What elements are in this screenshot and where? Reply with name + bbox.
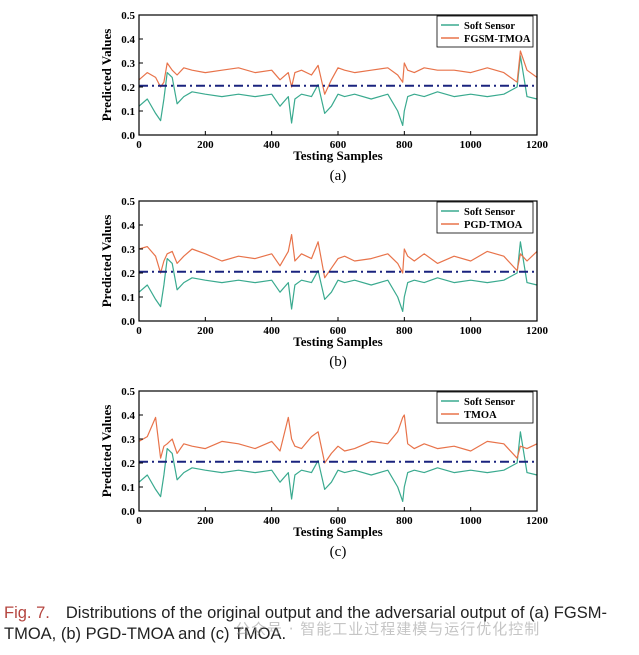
- figure-panels: 0.0 0.1 0.2 0.3 0.4 0.5 0 200 400 600 800 1000 1200 T…: [99, 10, 549, 560]
- y-tick-label: 0.3: [121, 244, 135, 256]
- series-line-soft-sensor: [138, 241, 538, 312]
- figure-caption: Fig. 7. Distributions of the original out…: [4, 603, 636, 645]
- y-tick-label: 0.3: [121, 58, 135, 70]
- legend-box: [436, 391, 534, 424]
- x-tick-label: 0: [136, 515, 142, 527]
- y-axis-label: Predicted Values: [99, 29, 114, 122]
- x-tick-label: 1200: [526, 515, 549, 527]
- x-tick-label: 200: [197, 325, 214, 337]
- y-tick-label: 0.5: [121, 10, 135, 22]
- y-tick-label: 0.4: [121, 410, 135, 422]
- chart-panel-2: 0.0 0.1 0.2 0.3 0.4 0.5 0 200 400 600 800 1000 1200 T…: [99, 196, 549, 370]
- legend-label: Soft Sensor: [464, 397, 515, 408]
- x-tick-label: 800: [396, 325, 413, 337]
- x-axis-label: Testing Samples: [293, 524, 382, 539]
- legend: Soft Sensor PGD-TMOA: [436, 201, 534, 234]
- series-line-pgd-tmoa: [138, 234, 538, 279]
- x-tick-label: 1000: [460, 325, 483, 337]
- x-tick-label: 800: [396, 515, 413, 527]
- legend-label: Soft Sensor: [464, 207, 515, 218]
- y-tick-label: 0.1: [121, 292, 135, 304]
- x-tick-label: 400: [263, 325, 280, 337]
- y-tick-label: 0.1: [121, 482, 135, 494]
- legend-label: Soft Sensor: [464, 21, 515, 32]
- x-tick-label: 600: [330, 325, 347, 337]
- x-tick-label: 400: [263, 515, 280, 527]
- chart-panel-1: 0.0 0.1 0.2 0.3 0.4 0.5 0 200 400 600 800 1000 1200 T…: [99, 10, 549, 184]
- y-tick-label: 0.3: [121, 434, 135, 446]
- caption-text: Distributions of the original output and…: [4, 604, 607, 643]
- y-tick-label: 0.0: [121, 316, 135, 328]
- x-tick-label: 200: [197, 515, 214, 527]
- panel-label: (c): [330, 544, 347, 560]
- y-tick-label: 0.1: [121, 106, 135, 118]
- x-tick-label: 1000: [460, 515, 483, 527]
- x-tick-label: 800: [396, 139, 413, 151]
- y-tick-label: 0.4: [121, 34, 135, 46]
- legend: Soft Sensor FGSM-TMOA: [436, 15, 534, 48]
- legend-label: FGSM-TMOA: [464, 34, 531, 45]
- x-tick-label: 0: [136, 139, 142, 151]
- y-tick-label: 0.2: [121, 268, 135, 280]
- y-tick-label: 0.5: [121, 386, 135, 398]
- x-tick-label: 1200: [526, 139, 549, 151]
- y-axis-label: Predicted Values: [99, 405, 114, 498]
- figure-number: Fig. 7.: [4, 604, 50, 622]
- y-axis-label: Predicted Values: [99, 215, 114, 308]
- legend: Soft Sensor TMOA: [436, 391, 534, 424]
- x-tick-label: 1200: [526, 325, 549, 337]
- panel-label: (a): [330, 168, 347, 184]
- x-tick-label: 400: [263, 139, 280, 151]
- y-tick-label: 0.0: [121, 130, 135, 142]
- series-line-soft-sensor: [138, 55, 538, 126]
- x-tick-label: 1000: [460, 139, 483, 151]
- x-axis-label: Testing Samples: [293, 148, 382, 163]
- series-line-soft-sensor: [138, 431, 538, 502]
- chart-panel-3: 0.0 0.1 0.2 0.3 0.4 0.5 0 200 400 600 800 1000 1200 T…: [99, 386, 549, 560]
- x-tick-label: 0: [136, 325, 142, 337]
- legend-label: PGD-TMOA: [464, 220, 523, 231]
- y-tick-label: 0.2: [121, 82, 135, 94]
- x-axis-label: Testing Samples: [293, 334, 382, 349]
- y-tick-label: 0.2: [121, 458, 135, 470]
- series-line-fgsm-tmoa: [138, 50, 538, 95]
- legend-label: TMOA: [464, 410, 497, 421]
- legend-box: [436, 15, 534, 48]
- y-tick-label: 0.5: [121, 196, 135, 208]
- series-line-tmoa: [138, 414, 538, 464]
- x-tick-label: 200: [197, 139, 214, 151]
- panel-label: (b): [329, 354, 347, 370]
- y-tick-label: 0.4: [121, 220, 135, 232]
- x-tick-label: 600: [330, 139, 347, 151]
- y-tick-label: 0.0: [121, 506, 135, 518]
- x-tick-label: 600: [330, 515, 347, 527]
- legend-box: [436, 201, 534, 234]
